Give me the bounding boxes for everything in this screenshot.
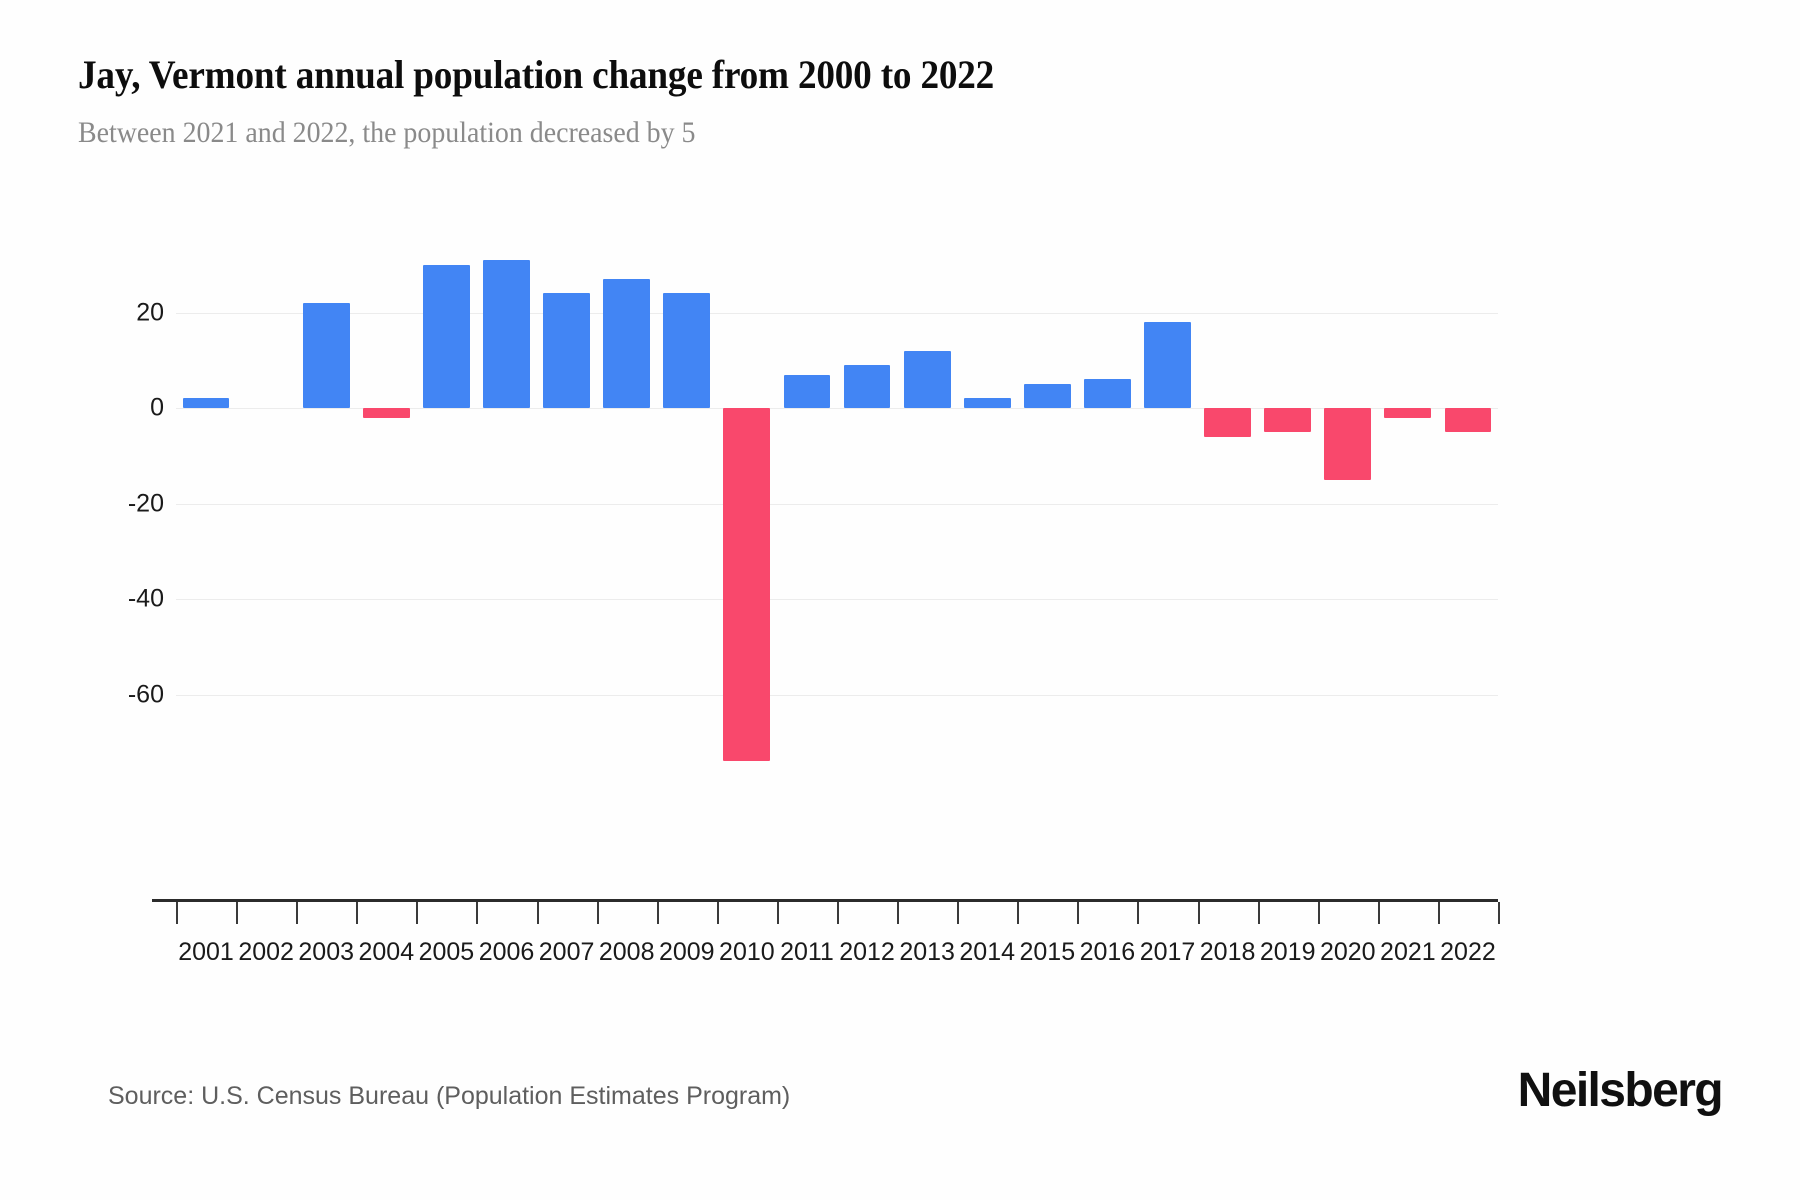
x-axis-tick bbox=[897, 902, 900, 924]
gridline bbox=[176, 503, 1498, 505]
x-axis-tick-label: 2014 bbox=[959, 938, 1016, 966]
x-axis-tick-label: 2021 bbox=[1380, 938, 1436, 966]
bar-2005[interactable] bbox=[422, 264, 470, 408]
bar-2017[interactable] bbox=[1144, 322, 1191, 408]
x-axis-tick bbox=[596, 902, 599, 924]
bar-2020[interactable] bbox=[1324, 408, 1372, 480]
bar-2019[interactable] bbox=[1264, 408, 1312, 432]
x-axis-tick bbox=[1437, 902, 1440, 924]
x-axis-tick bbox=[236, 902, 239, 924]
x-axis-tick-label: 2020 bbox=[1319, 938, 1376, 966]
bar-2014[interactable] bbox=[963, 398, 1011, 408]
x-axis-tick-label: 2002 bbox=[238, 938, 294, 966]
x-axis-tick-label: 2015 bbox=[1019, 938, 1076, 966]
bar-2015[interactable] bbox=[1023, 384, 1071, 408]
x-axis-tick-label: 2013 bbox=[899, 938, 955, 966]
bar-2007[interactable] bbox=[543, 293, 590, 408]
x-axis-tick bbox=[957, 902, 960, 924]
x-axis-tick bbox=[356, 902, 359, 924]
page-title: Jay, Vermont annual population change fr… bbox=[78, 52, 995, 97]
x-axis-tick-label: 2016 bbox=[1079, 938, 1136, 966]
y-axis-tick-label: 20 bbox=[136, 298, 164, 326]
brand-logo: Neilsberg bbox=[1517, 1064, 1724, 1117]
x-axis-tick-label: 2012 bbox=[839, 938, 895, 966]
bar-2022[interactable] bbox=[1444, 408, 1492, 432]
bar-2010[interactable] bbox=[723, 408, 771, 762]
gridline bbox=[176, 408, 1498, 409]
x-axis-tick-label: 2019 bbox=[1259, 938, 1316, 966]
x-axis-tick-label: 2005 bbox=[418, 938, 475, 966]
bar-2006[interactable] bbox=[483, 259, 530, 408]
x-axis-tick bbox=[536, 902, 539, 924]
y-axis-tick-label: 0 bbox=[150, 393, 164, 422]
chart-subtitle: Between 2021 and 2022, the population de… bbox=[78, 116, 696, 150]
bar-2016[interactable] bbox=[1083, 379, 1131, 408]
x-axis-tick bbox=[1498, 902, 1500, 924]
gridline bbox=[176, 599, 1498, 600]
x-axis-tick-label: 2001 bbox=[178, 938, 234, 966]
x-axis-tick-label: 2017 bbox=[1139, 938, 1196, 966]
bar-2013[interactable] bbox=[903, 350, 951, 408]
x-axis-tick bbox=[1377, 902, 1380, 924]
x-axis-tick bbox=[656, 902, 659, 924]
bar-2021[interactable] bbox=[1384, 408, 1432, 418]
bar-2009[interactable] bbox=[663, 293, 711, 408]
bar-2012[interactable] bbox=[843, 365, 891, 408]
bar-2001[interactable] bbox=[182, 398, 230, 408]
gridline bbox=[176, 694, 1498, 696]
chart-header: Jay, Vermont annual population change fr… bbox=[78, 52, 1728, 151]
x-axis-tick-label: 2022 bbox=[1440, 938, 1496, 966]
x-axis-tick bbox=[476, 902, 479, 924]
x-axis-tick bbox=[1077, 902, 1080, 924]
bar-2011[interactable] bbox=[783, 374, 831, 408]
x-axis-tick bbox=[776, 902, 779, 924]
source-note: Source: U.S. Census Bureau (Population E… bbox=[108, 1082, 791, 1110]
x-axis-tick bbox=[1197, 902, 1200, 924]
x-axis-tick bbox=[296, 902, 299, 924]
bar-2003[interactable] bbox=[302, 302, 350, 408]
x-axis-line bbox=[152, 899, 1498, 902]
x-axis-tick bbox=[416, 902, 419, 924]
x-axis-tick bbox=[1317, 902, 1320, 924]
x-axis-tick bbox=[1017, 902, 1020, 924]
x-axis-tick-label: 2007 bbox=[538, 938, 595, 966]
x-axis-tick bbox=[1257, 902, 1260, 924]
bar-2008[interactable] bbox=[603, 279, 651, 408]
x-axis-tick bbox=[837, 902, 839, 924]
x-axis-tick bbox=[1137, 902, 1140, 924]
x-axis-tick bbox=[176, 902, 178, 924]
x-axis-tick-label: 2010 bbox=[719, 938, 775, 966]
bar-2018[interactable] bbox=[1204, 408, 1251, 437]
gridline bbox=[176, 312, 1498, 314]
x-axis-tick-label: 2009 bbox=[658, 938, 715, 966]
gridlines-group bbox=[176, 0, 1498, 1200]
x-axis-tick-label: 2018 bbox=[1199, 938, 1256, 966]
x-axis-tick-label: 2008 bbox=[598, 938, 655, 966]
y-axis-tick-label: -60 bbox=[127, 680, 164, 708]
x-axis-tick bbox=[716, 902, 719, 924]
x-axis-tick-label: 2004 bbox=[358, 938, 415, 966]
bars-group bbox=[176, 0, 1498, 1200]
x-axis-tick-label: 2003 bbox=[298, 938, 355, 966]
y-axis-tick-label: -20 bbox=[127, 489, 164, 517]
x-axis-tick-label: 2006 bbox=[478, 938, 535, 966]
bar-2004[interactable] bbox=[362, 408, 410, 418]
y-axis-tick-label: -40 bbox=[127, 584, 164, 613]
x-axis-tick-label: 2011 bbox=[780, 938, 834, 966]
